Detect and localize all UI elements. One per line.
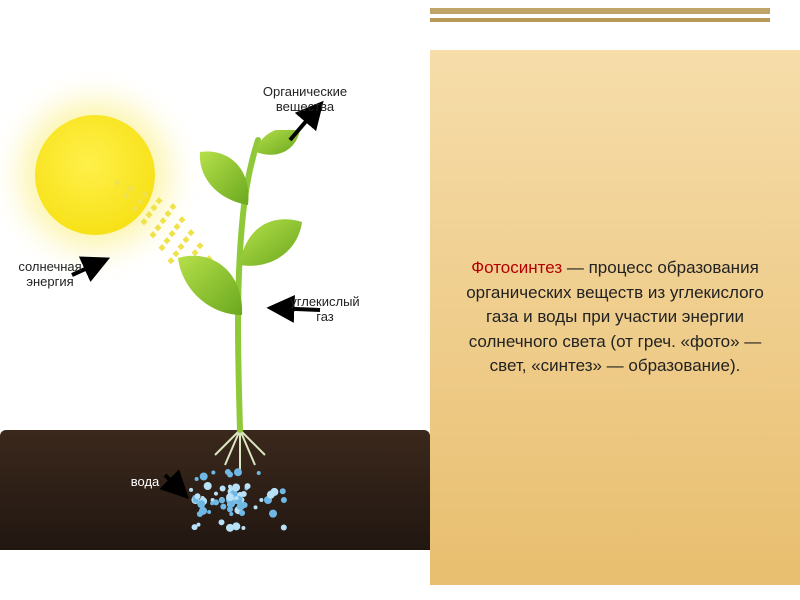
label-organic: Органическиевещества (255, 85, 355, 115)
label-sunlight: солнечнаяэнергия (10, 260, 90, 290)
definition-title: Фотосинтез (471, 258, 562, 277)
header-rule (430, 8, 770, 26)
label-co2: углекислыйгаз (280, 295, 370, 325)
definition-panel: Фотосинтез — процесс образования органич… (430, 50, 800, 585)
definition-text: Фотосинтез — процесс образования органич… (448, 256, 782, 379)
page: Фотосинтез — процесс образования органич… (0, 0, 800, 600)
photosynthesis-diagram: Органическиевещества солнечнаяэнергия уг… (0, 30, 430, 590)
label-water: вода (120, 475, 170, 490)
